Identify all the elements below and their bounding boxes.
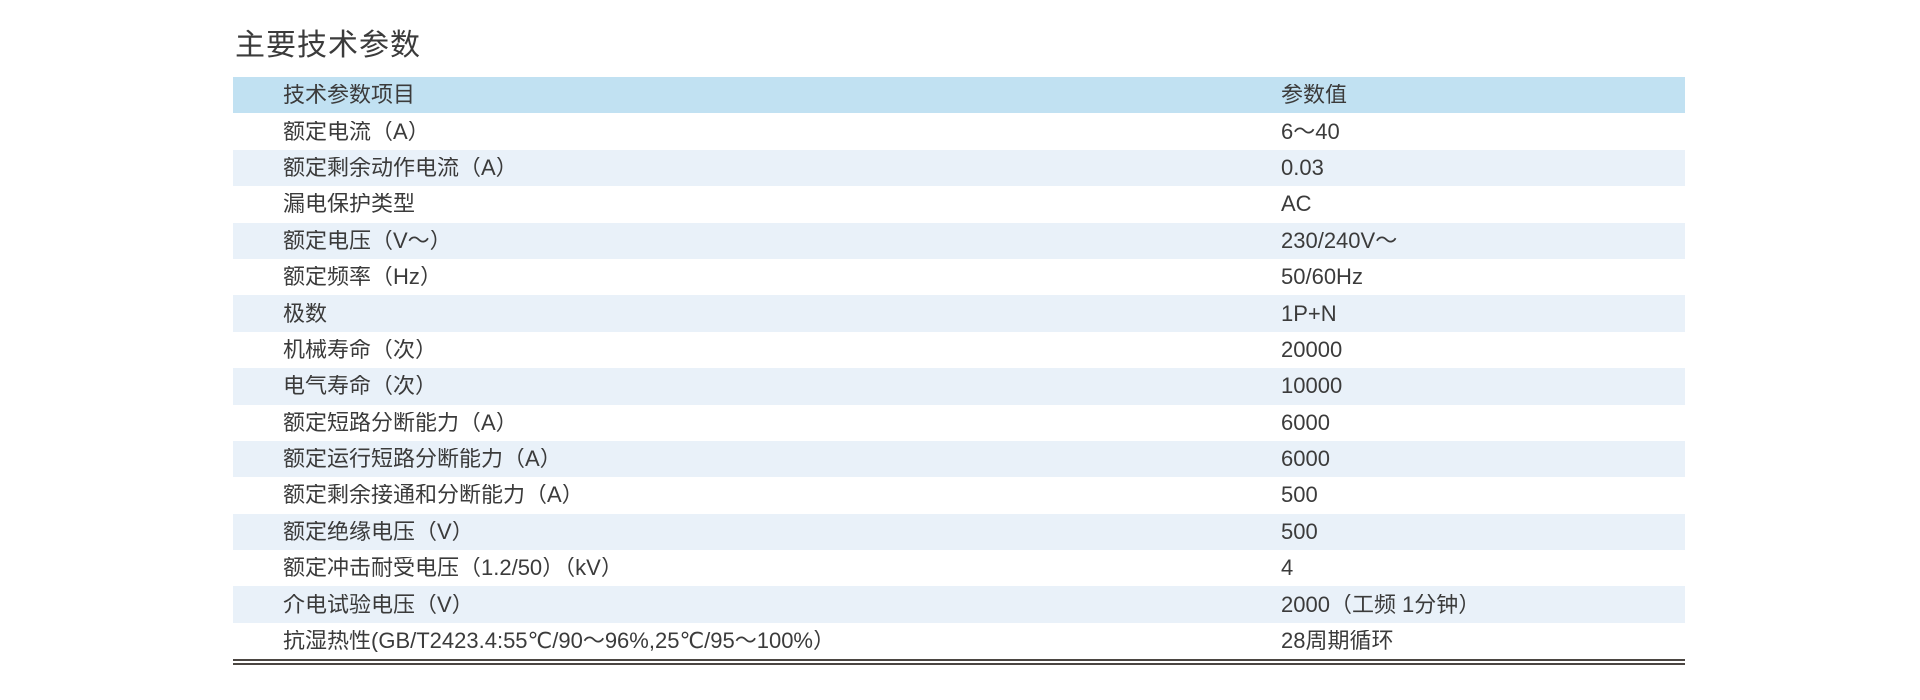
param-name-cell: 电气寿命（次） [283,375,438,398]
param-value-cell: 0.03 [1281,156,1324,179]
table-row: 额定短路分断能力（A） 6000 [233,405,1685,441]
param-name-cell: 额定电压（V～） [283,229,452,252]
table-row: 电气寿命（次） 10000 [233,368,1685,405]
table-row: 额定运行短路分断能力（A） 6000 [233,440,1685,478]
param-value-cell: 1P+N [1281,302,1337,325]
param-value-cell: 6000 [1281,411,1330,434]
param-name-cell: 额定频率（Hz） [283,266,442,289]
table-row: 额定电流（A） 6～40 [233,113,1685,149]
param-name-cell: 机械寿命（次） [283,338,438,361]
table-row: 漏电保护类型 AC [233,186,1685,222]
param-value-cell: 230/240V～ [1281,229,1398,252]
table-body: 额定电流（A） 6～40 额定剩余动作电流（A） 0.03 漏电保护类型 AC 额定电压（V… [233,113,1685,659]
page-title: 主要技术参数 [235,29,421,62]
param-value-cell: 4 [1281,557,1294,580]
param-name-cell: 额定电流（A） [283,120,430,143]
param-value-cell: 6000 [1281,448,1330,471]
spec-table: 技术参数项目 参数值 额定电流（A） 6～40 额定剩余动作电流（A） 0.03 漏电保… [233,77,1685,666]
table-row: 机械寿命（次） 20000 [233,332,1685,368]
table-row: 极数 1P+N [233,295,1685,332]
param-name-cell: 额定冲击耐受电压（1.2/50）（kV） [283,557,623,580]
table-bottom-rule [233,659,1685,666]
param-name-cell: 抗湿热性(GB/T2423.4:55℃/90～96%,25℃/95～100%） [283,630,835,653]
param-value-cell: 10000 [1281,375,1343,398]
param-value-cell: 20000 [1281,338,1343,361]
param-value-cell: 50/60Hz [1281,266,1363,289]
param-value-cell: 28周期循环 [1281,630,1394,653]
param-name-cell: 介电试验电压（V） [283,593,474,616]
header-cell-item: 技术参数项目 [283,84,416,107]
param-value-cell: AC [1281,193,1312,216]
param-name-cell: 额定绝缘电压（V） [283,520,474,543]
table-row: 额定频率（Hz） 50/60Hz [233,259,1685,295]
header-cell-value: 参数值 [1281,84,1348,107]
table-row: 额定冲击耐受电压（1.2/50）（kV） 4 [233,550,1685,586]
param-value-cell: 6～40 [1281,120,1340,143]
param-name-cell: 极数 [283,302,328,325]
param-value-cell: 500 [1281,520,1318,543]
param-name-cell: 额定剩余接通和分断能力（A） [283,484,584,507]
table-row: 抗湿热性(GB/T2423.4:55℃/90～96%,25℃/95～100%） 2… [233,623,1685,659]
param-name-cell: 漏电保护类型 [283,193,416,216]
param-name-cell: 额定运行短路分断能力（A） [283,448,562,471]
table-row: 额定剩余动作电流（A） 0.03 [233,149,1685,187]
param-name-cell: 额定短路分断能力（A） [283,411,518,434]
table-row: 介电试验电压（V） 2000（工频 1分钟） [233,586,1685,623]
param-value-cell: 2000（工频 1分钟） [1281,593,1481,616]
table-header-row: 技术参数项目 参数值 [233,77,1685,114]
param-name-cell: 额定剩余动作电流（A） [283,156,518,179]
table-row: 额定剩余接通和分断能力（A） 500 [233,477,1685,513]
param-value-cell: 500 [1281,484,1318,507]
table-row: 额定电压（V～） 230/240V～ [233,222,1685,259]
table-row: 额定绝缘电压（V） 500 [233,513,1685,551]
